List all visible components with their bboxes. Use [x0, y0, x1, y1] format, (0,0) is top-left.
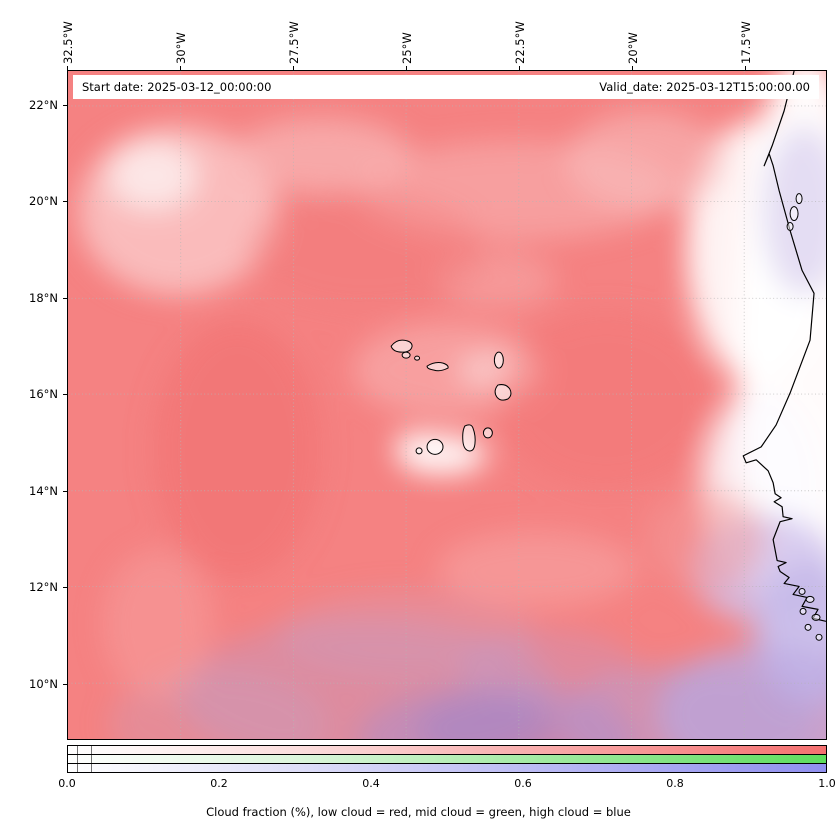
x-axis-tick	[745, 66, 746, 70]
valid-date-label: Valid_date: 2025-03-12T15:00:00.00	[599, 80, 810, 94]
x-tick-label: 22.5°W	[513, 21, 527, 64]
cape-verde-islands	[390, 339, 512, 455]
colorbar-tick-label: 0.4	[362, 777, 380, 790]
coastal-islets	[786, 193, 823, 641]
y-tick-label: 12°N	[29, 580, 58, 594]
y-tick-label: 16°N	[29, 387, 58, 401]
x-tick-label: 20°W	[626, 32, 640, 64]
y-tick-label: 22°N	[29, 98, 58, 112]
x-axis-tick	[406, 66, 407, 70]
cloud-fraction-field-svg	[68, 71, 826, 739]
y-axis-tick	[63, 201, 67, 202]
y-axis-tick	[63, 298, 67, 299]
y-axis-tick	[63, 684, 67, 685]
x-tick-label: 25°W	[400, 32, 414, 64]
y-axis-tick	[63, 587, 67, 588]
colorbar-band-low-cloud	[68, 746, 826, 754]
x-axis-tick	[293, 66, 294, 70]
x-axis-tick	[519, 66, 520, 70]
colorbar-caption: Cloud fraction (%), low cloud = red, mid…	[206, 805, 631, 819]
colorbar-tick-label: 0.0	[58, 777, 76, 790]
x-axis-tick	[180, 66, 181, 70]
colorbar-tick-label: 0.2	[210, 777, 228, 790]
colorbar	[67, 745, 827, 773]
y-tick-label: 14°N	[29, 484, 58, 498]
coastline-west-africa	[742, 71, 826, 622]
x-axis-tick	[67, 66, 68, 70]
y-axis-tick	[63, 491, 67, 492]
colorbar-band-high-cloud	[68, 763, 826, 772]
x-tick-label: 32.5°W	[61, 21, 75, 64]
grid-lines	[68, 71, 826, 739]
colorbar-level-line	[77, 746, 79, 772]
x-tick-label: 30°W	[174, 32, 188, 64]
map-plot-area: Start date: 2025-03-12_00:00:00 Valid_da…	[67, 70, 827, 740]
colorbar-band-mid-cloud	[68, 754, 826, 763]
colorbar-level-line	[90, 746, 92, 772]
x-tick-label: 27.5°W	[287, 21, 301, 64]
y-tick-label: 10°N	[29, 677, 58, 691]
title-band: Start date: 2025-03-12_00:00:00 Valid_da…	[73, 75, 819, 99]
start-date-label: Start date: 2025-03-12_00:00:00	[82, 80, 272, 94]
x-tick-label: 17.5°W	[739, 21, 753, 64]
y-tick-label: 20°N	[29, 194, 58, 208]
colorbar-tick-label: 0.6	[514, 777, 532, 790]
y-tick-label: 18°N	[29, 291, 58, 305]
y-axis-tick	[63, 105, 67, 106]
x-axis-tick	[632, 66, 633, 70]
colorbar-tick-label: 0.8	[666, 777, 684, 790]
y-axis-tick	[63, 394, 67, 395]
colorbar-tick-label: 1.0	[818, 777, 836, 790]
